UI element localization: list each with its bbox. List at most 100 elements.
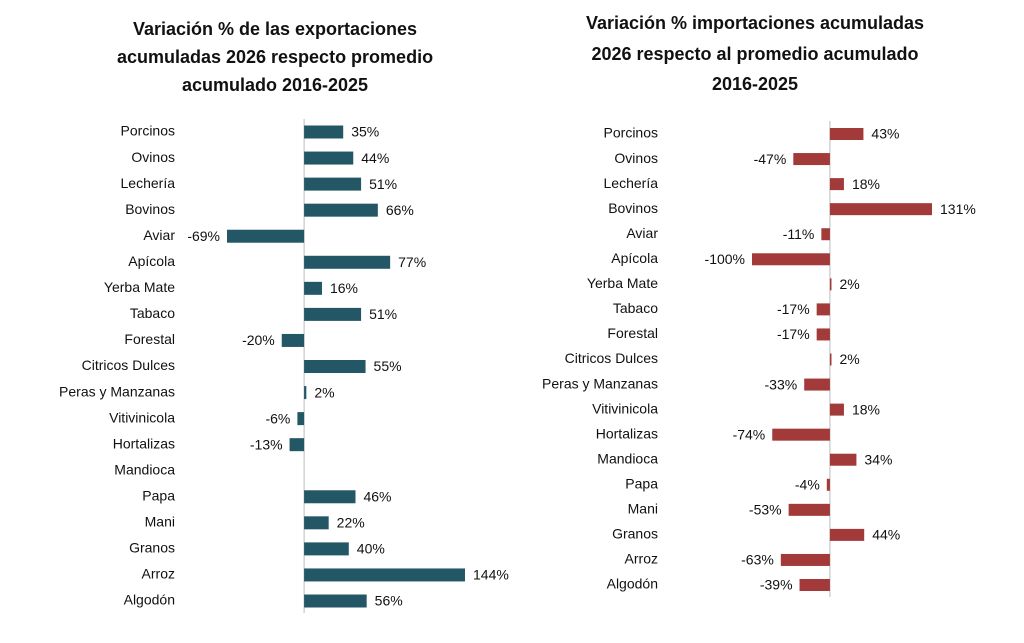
bar [281,333,305,347]
value-label: 55% [374,358,402,374]
chart-title: acumuladas 2026 respecto promedio [117,47,433,67]
bar [780,553,830,566]
value-label: 51% [369,306,397,322]
category-label: Granos [612,526,658,542]
bar [829,203,932,216]
category-label: Aviar [626,225,658,241]
category-label: Forestal [124,331,175,347]
bar [829,453,857,466]
category-label: Ovinos [131,149,175,165]
bar [304,307,362,321]
bar [772,428,830,441]
value-label: -17% [777,301,810,317]
value-label: 44% [361,150,389,166]
category-label: Arroz [625,551,658,567]
value-label: -74% [733,426,766,442]
category-label: Mandioca [597,450,658,466]
value-label: 35% [351,124,379,140]
category-label: Bovinos [125,201,175,217]
category-label: Arroz [142,566,175,582]
value-label: -63% [741,552,774,568]
category-label: Papa [142,487,175,503]
category-label: Aviar [143,227,175,243]
bar [799,579,830,591]
category-label: Vitivinicola [109,409,175,425]
category-label: Apícola [611,250,658,266]
value-label: -13% [250,436,283,452]
bar [816,328,830,341]
value-label: -17% [777,326,810,342]
value-label: 18% [852,401,880,417]
value-label: 22% [337,515,365,531]
category-label: Vitivinicola [592,400,658,416]
category-label: Lechería [121,175,176,191]
category-label: Citricos Dulces [565,350,658,366]
bar [304,125,344,139]
bar [829,403,844,416]
category-label: Tabaco [613,300,658,316]
value-label: -6% [265,410,290,426]
category-label: Apícola [128,253,175,269]
category-label: Algodón [607,576,658,592]
bar [297,412,305,426]
chart-title: acumulado 2016-2025 [182,75,368,95]
value-label: 2% [314,384,334,400]
category-label: Peras y Manzanas [59,383,175,399]
value-label: 2% [839,276,859,292]
category-label: Tabaco [130,305,175,321]
value-label: -33% [765,376,798,392]
category-label: Mani [628,501,658,517]
bar [793,153,830,166]
bar [829,528,865,541]
bar [804,378,830,391]
bar [304,281,322,295]
category-label: Ovinos [614,150,658,166]
value-label: -39% [760,577,793,593]
value-label: 144% [473,567,509,583]
category-label: Bovinos [608,200,658,216]
bar [304,360,366,373]
bar [304,594,367,608]
value-label: -47% [754,151,787,167]
category-label: Hortalizas [596,425,658,441]
category-label: Mandioca [114,461,175,477]
bar [821,228,830,241]
value-label: 40% [357,541,385,557]
value-label: 66% [386,202,414,218]
bar [816,303,830,316]
bar [304,568,465,582]
value-label: -11% [783,226,815,242]
category-label: Yerba Mate [587,275,658,291]
category-label: Granos [129,540,175,556]
value-label: 46% [363,488,391,504]
category-label: Peras y Manzanas [542,375,658,391]
bar [304,516,329,530]
chart-title: Variación % importaciones acumuladas [586,13,924,33]
chart-title: 2016-2025 [712,74,798,94]
category-label: Citricos Dulces [82,357,175,373]
bar [829,178,844,191]
bar [829,353,832,366]
bar [227,229,305,243]
value-label: 18% [852,176,880,192]
bar [289,438,305,452]
value-label: 77% [398,254,426,270]
value-label: -4% [795,476,820,492]
value-label: 16% [330,280,358,296]
value-label: -20% [242,332,275,348]
bar [826,478,830,491]
bar [304,542,349,556]
value-label: 2% [839,351,859,367]
value-label: -69% [187,228,220,244]
bar [752,253,830,266]
bar [304,203,378,217]
category-label: Papa [625,475,658,491]
category-label: Hortalizas [113,435,175,451]
category-label: Lechería [604,175,659,191]
bar [829,278,832,291]
category-label: Yerba Mate [104,279,175,295]
value-label: 43% [871,126,899,142]
chart-title: Variación % de las exportaciones [133,19,417,39]
value-label: 51% [369,176,397,192]
